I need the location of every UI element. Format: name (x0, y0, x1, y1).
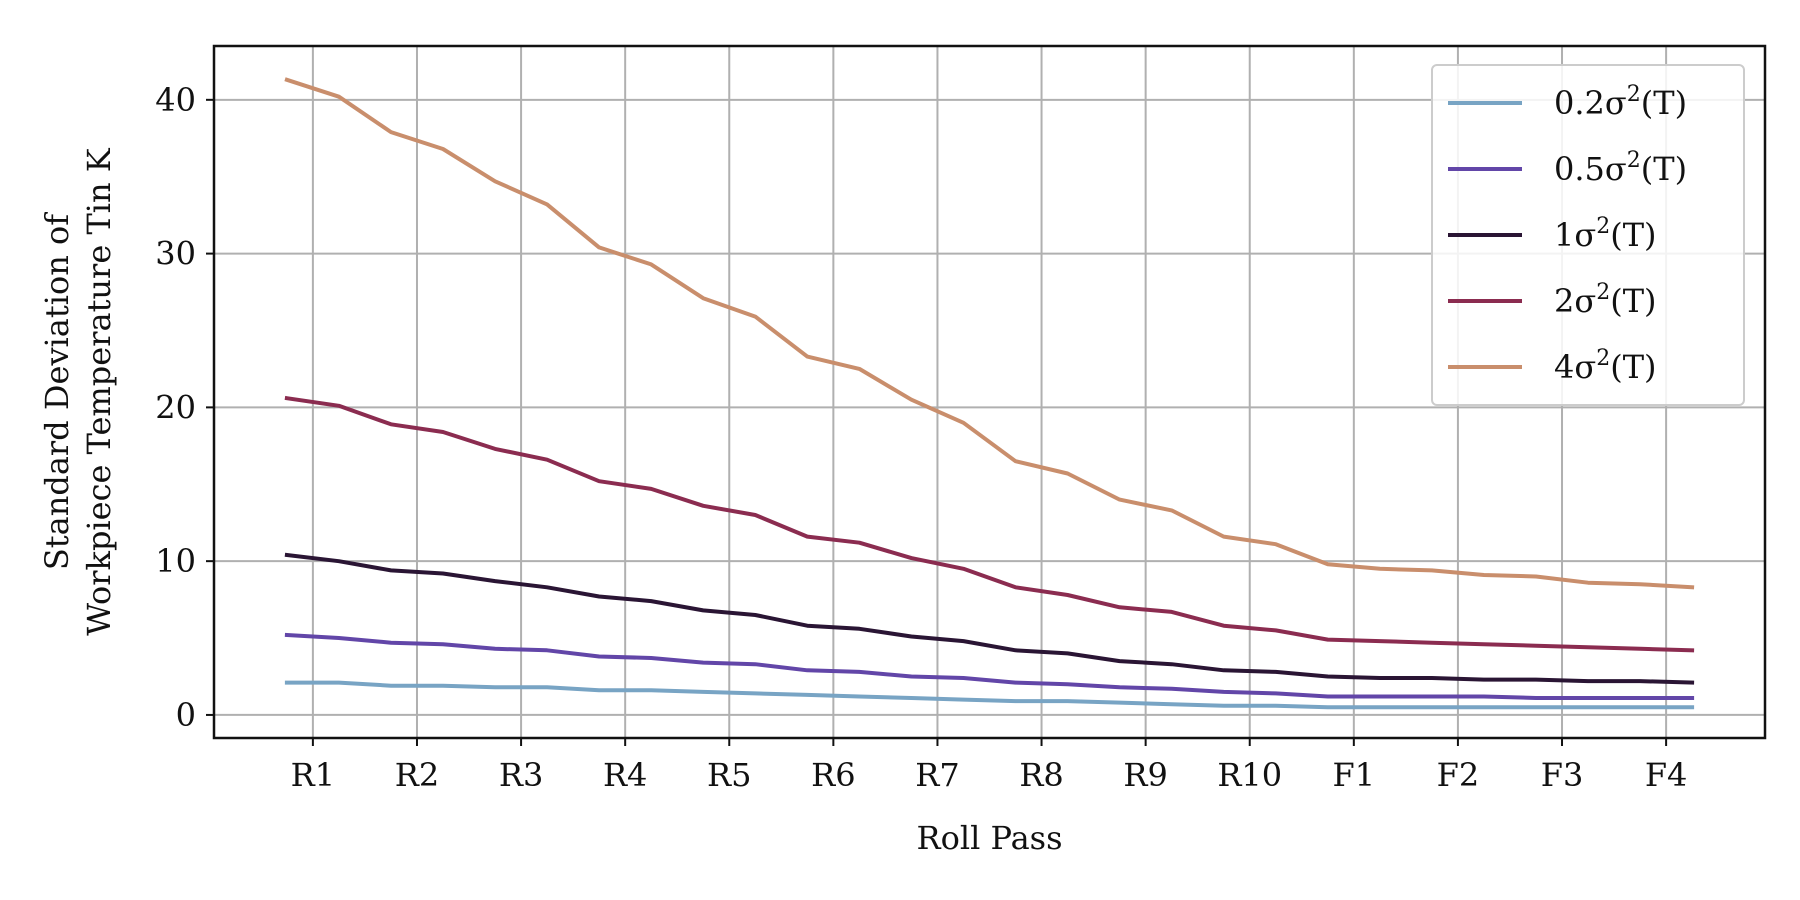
y-axis-label-line-1: Standard Deviation of (38, 212, 76, 570)
x-tick-label: R4 (603, 756, 647, 794)
y-axis-label-line-2: Workpiece Temperature Tin K (80, 147, 118, 636)
y-axis-label: Standard Deviation of Workpiece Temperat… (38, 147, 118, 636)
x-tick-label: F1 (1333, 756, 1376, 794)
legend-box (1431, 64, 1745, 406)
y-tick-label: 30 (155, 235, 196, 273)
x-tick-label: R9 (1123, 756, 1167, 794)
x-tick-label: F4 (1645, 756, 1688, 794)
legend: 0.2σ2(T) 0.5σ2(T) 1σ2(T) 2σ2(T) 4σ2(T) (1431, 64, 1745, 406)
series-line (284, 680, 1695, 710)
series-lines (284, 77, 1695, 710)
series-line (284, 632, 1695, 700)
x-tick-label: R10 (1217, 756, 1282, 794)
y-tick-label: 0 (176, 696, 196, 734)
x-tick-label: R7 (915, 756, 959, 794)
x-axis-label: Roll Pass (916, 819, 1062, 857)
y-tick-label: 40 (155, 81, 196, 119)
x-tick-label: R2 (395, 756, 439, 794)
plot-frame (212, 44, 1767, 740)
x-tick-label: F2 (1437, 756, 1480, 794)
legend-label: 0.5σ2(T) (1554, 148, 1687, 188)
legend-label: 2σ2(T) (1554, 280, 1657, 320)
x-tick-label: R6 (811, 756, 855, 794)
legend-label: 0.2σ2(T) (1554, 82, 1687, 122)
x-tick-label: R5 (707, 756, 751, 794)
series-line (284, 77, 1695, 590)
x-tick-label: R1 (291, 756, 335, 794)
series-line (284, 395, 1695, 653)
legend-label: 4σ2(T) (1554, 346, 1657, 386)
x-tick-label: R3 (499, 756, 543, 794)
axis-ticks: R1 R2 R3 R4 R5 R6 R7 R8 R9 R10 F1 F2 F3 F4 0 10 20 30 40 (155, 81, 1687, 794)
x-tick-label: R8 (1019, 756, 1063, 794)
x-tick-label: F3 (1541, 756, 1584, 794)
series-line (284, 552, 1695, 685)
legend-label: 1σ2(T) (1554, 214, 1657, 254)
y-tick-label: 20 (155, 388, 196, 426)
y-tick-label: 10 (155, 542, 196, 580)
